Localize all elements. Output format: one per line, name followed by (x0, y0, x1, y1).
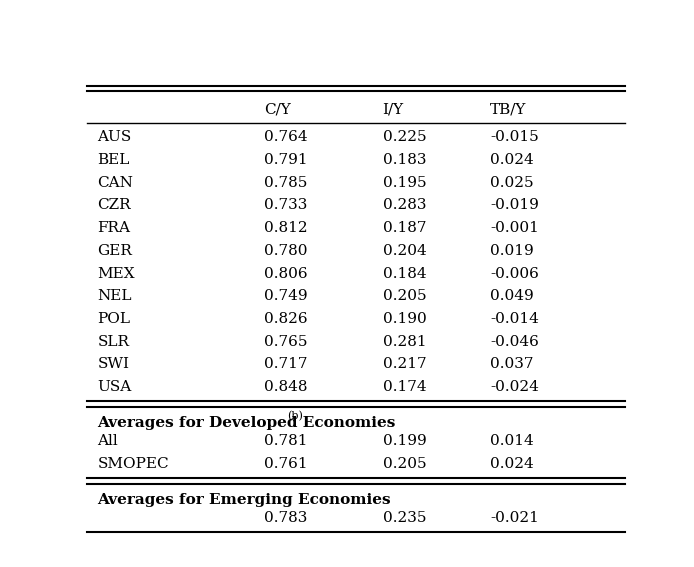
Text: 0.780: 0.780 (264, 244, 307, 258)
Text: SMOPEC: SMOPEC (97, 457, 169, 471)
Text: 0.049: 0.049 (490, 289, 534, 303)
Text: 0.024: 0.024 (490, 153, 534, 167)
Text: 0.749: 0.749 (264, 289, 308, 303)
Text: 0.205: 0.205 (382, 457, 426, 471)
Text: 0.281: 0.281 (382, 335, 426, 349)
Text: -0.019: -0.019 (490, 198, 539, 213)
Text: 0.014: 0.014 (490, 434, 534, 448)
Text: 0.733: 0.733 (264, 198, 307, 213)
Text: 0.024: 0.024 (490, 457, 534, 471)
Text: 0.190: 0.190 (382, 312, 426, 326)
Text: 0.717: 0.717 (264, 357, 307, 371)
Text: 0.225: 0.225 (382, 130, 426, 145)
Text: -0.001: -0.001 (490, 221, 539, 235)
Text: 0.204: 0.204 (382, 244, 426, 258)
Text: 0.848: 0.848 (264, 380, 307, 394)
Text: (b): (b) (287, 411, 303, 421)
Text: BEL: BEL (97, 153, 130, 167)
Text: 0.025: 0.025 (490, 176, 534, 190)
Text: 0.174: 0.174 (382, 380, 426, 394)
Text: 0.765: 0.765 (264, 335, 307, 349)
Text: USA: USA (97, 380, 132, 394)
Text: 0.806: 0.806 (264, 266, 308, 281)
Text: SWI: SWI (97, 357, 130, 371)
Text: All: All (97, 434, 118, 448)
Text: 0.785: 0.785 (264, 176, 307, 190)
Text: 0.283: 0.283 (382, 198, 426, 213)
Text: -0.046: -0.046 (490, 335, 539, 349)
Text: 0.764: 0.764 (264, 130, 308, 145)
Text: 0.781: 0.781 (264, 434, 307, 448)
Text: 0.183: 0.183 (382, 153, 426, 167)
Text: POL: POL (97, 312, 130, 326)
Text: 0.791: 0.791 (264, 153, 308, 167)
Text: 0.199: 0.199 (382, 434, 426, 448)
Text: FRA: FRA (97, 221, 130, 235)
Text: 0.037: 0.037 (490, 357, 534, 371)
Text: -0.006: -0.006 (490, 266, 539, 281)
Text: -0.014: -0.014 (490, 312, 539, 326)
Text: 0.195: 0.195 (382, 176, 426, 190)
Text: -0.024: -0.024 (490, 380, 539, 394)
Text: 0.783: 0.783 (264, 511, 307, 525)
Text: 0.205: 0.205 (382, 289, 426, 303)
Text: -0.015: -0.015 (490, 130, 539, 145)
Text: 0.217: 0.217 (382, 357, 426, 371)
Text: SLR: SLR (97, 335, 130, 349)
Text: 0.761: 0.761 (264, 457, 308, 471)
Text: 0.184: 0.184 (382, 266, 426, 281)
Text: I/Y: I/Y (382, 103, 404, 116)
Text: MEX: MEX (97, 266, 135, 281)
Text: GER: GER (97, 244, 133, 258)
Text: AUS: AUS (97, 130, 132, 145)
Text: CZR: CZR (97, 198, 131, 213)
Text: NEL: NEL (97, 289, 132, 303)
Text: Averages for Emerging Economies: Averages for Emerging Economies (97, 493, 391, 507)
Text: -0.021: -0.021 (490, 511, 539, 525)
Text: 0.187: 0.187 (382, 221, 426, 235)
Text: CAN: CAN (97, 176, 133, 190)
Text: TB/Y: TB/Y (490, 103, 527, 116)
Text: 0.019: 0.019 (490, 244, 534, 258)
Text: C/Y: C/Y (264, 103, 291, 116)
Text: 0.826: 0.826 (264, 312, 308, 326)
Text: Averages for Developed Economies: Averages for Developed Economies (97, 416, 396, 430)
Text: 0.235: 0.235 (382, 511, 426, 525)
Text: 0.812: 0.812 (264, 221, 308, 235)
